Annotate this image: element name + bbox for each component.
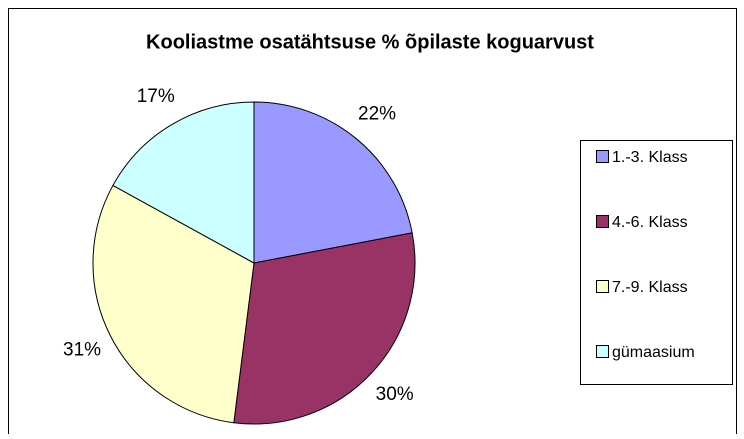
legend-swatch — [596, 280, 609, 293]
data-label: 17% — [137, 86, 175, 107]
data-label: 30% — [376, 384, 414, 405]
legend-swatch — [596, 150, 609, 163]
legend-label: 1.-3. Klass — [612, 149, 688, 166]
data-label: 22% — [358, 103, 396, 124]
legend-swatch — [596, 215, 609, 228]
legend-label: 4.-6. Klass — [612, 214, 688, 231]
legend-label: gümaasium — [612, 344, 695, 361]
data-label: 31% — [63, 340, 101, 361]
pie-slice — [233, 232, 416, 425]
legend-swatch — [596, 345, 609, 358]
legend-label: 7.-9. Klass — [612, 279, 688, 296]
legend-box — [580, 140, 733, 385]
pie-slice — [92, 184, 255, 424]
pie-slice — [253, 101, 413, 264]
chart-title: Kooliastme osatähtsuse % õpilaste koguar… — [146, 31, 594, 53]
pie-slice — [112, 101, 255, 264]
